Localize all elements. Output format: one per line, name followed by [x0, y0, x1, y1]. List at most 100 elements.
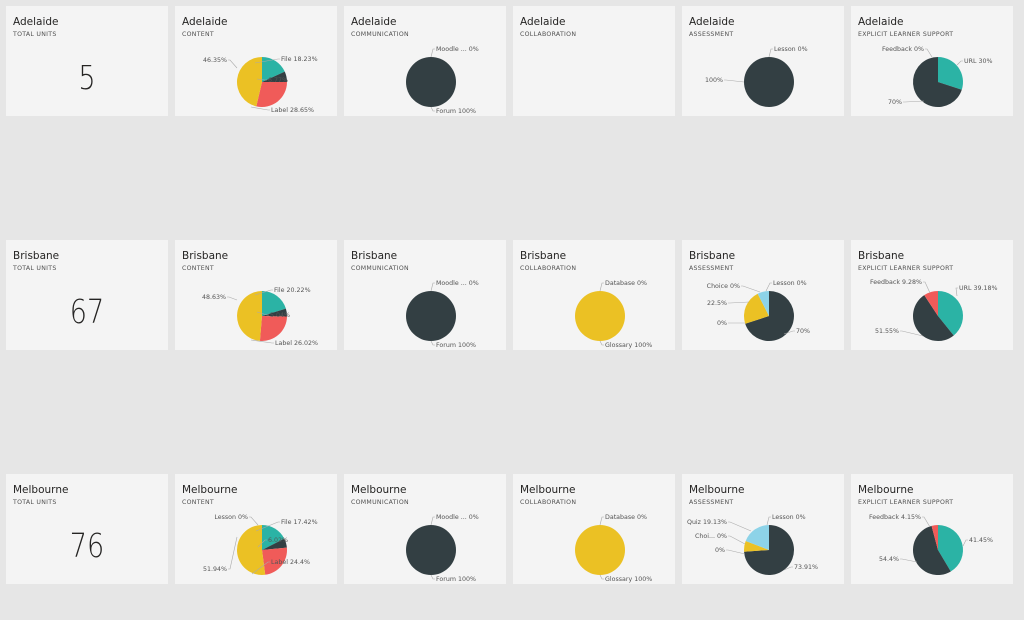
slice-data-label: 70%: [888, 99, 902, 106]
slice-data-label: Label 26.02%: [275, 340, 318, 347]
leader-line: [783, 566, 793, 571]
leader-line: [900, 330, 924, 337]
pie-slice[interactable]: [236, 525, 266, 575]
pie-slice[interactable]: [575, 291, 625, 341]
collaboration-chart-tile[interactable]: Brisbane COLLABORATION Database 0% Glossary…: [513, 240, 675, 350]
pie-slice[interactable]: [259, 316, 287, 341]
pie-slice[interactable]: [262, 308, 288, 317]
pie-slice[interactable]: [938, 525, 963, 572]
assessment-chart-tile[interactable]: Adelaide ASSESSMENT Lesson 0% 100%: [682, 6, 844, 116]
els-chart-tile[interactable]: Adelaide EXPLICIT LEARNER SUPPORT URL 30% 7…: [851, 6, 1013, 116]
pie-slice[interactable]: [744, 525, 795, 575]
pie-chart: Database 0% Glossary 100%: [575, 514, 652, 583]
leader-line: [724, 79, 745, 83]
pie-slice[interactable]: [743, 293, 769, 324]
pie-slice[interactable]: [262, 57, 285, 82]
assessment-chart-tile[interactable]: Brisbane ASSESSMENT Lesson 0% 70% 0% 22.5% Cho…: [682, 240, 844, 350]
slice-data-label: Feedback 0%: [882, 46, 924, 53]
slice-data-label: File 18.23%: [281, 56, 318, 63]
pie-slice[interactable]: [938, 57, 964, 90]
pie-slice[interactable]: [406, 525, 456, 575]
pie-slice[interactable]: [262, 71, 287, 82]
tile-title: Adelaide: [182, 16, 228, 28]
pie-slice[interactable]: [745, 291, 794, 341]
communication-chart-tile[interactable]: Adelaide COMMUNICATION Moodle ... 0% Forum …: [344, 6, 506, 116]
slice-data-label: Glossary 100%: [605, 576, 652, 583]
els-chart-tile[interactable]: Brisbane EXPLICIT LEARNER SUPPORT URL 39.1…: [851, 240, 1013, 350]
pie-slice[interactable]: [913, 57, 962, 108]
leader-line: [599, 516, 604, 526]
slice-data-label: 51.94%: [203, 566, 227, 573]
pie-slice[interactable]: [236, 56, 262, 107]
slice-data-label: File 17.42%: [281, 519, 318, 526]
els-chart-tile[interactable]: Melbourne EXPLICIT LEARNER SUPPORT 41.45% 5…: [851, 474, 1013, 584]
leader-line: [962, 539, 968, 547]
pie-slice[interactable]: [931, 525, 938, 550]
slice-data-label: Choice 0%: [707, 283, 740, 290]
pie-slice[interactable]: [744, 57, 794, 107]
pie-slice[interactable]: [757, 291, 769, 316]
collaboration-chart-tile[interactable]: Melbourne COLLABORATION Database 0% Glossar…: [513, 474, 675, 584]
tile-title: Melbourne: [182, 484, 238, 496]
tile-title: Adelaide: [13, 16, 59, 28]
leader-line: [955, 287, 958, 297]
communication-chart-tile[interactable]: Melbourne COMMUNICATION Moodle ... 0% Forum…: [344, 474, 506, 584]
leader-line: [599, 574, 604, 580]
leader-line: [726, 549, 746, 555]
pie-slice[interactable]: [912, 295, 954, 342]
leader-line: [251, 561, 270, 575]
slice-data-label: Lesson 0%: [773, 280, 807, 287]
pie-slice[interactable]: [256, 82, 287, 108]
tile-title: Adelaide: [858, 16, 904, 28]
communication-chart-tile[interactable]: Brisbane COMMUNICATION Moodle ... 0% Forum …: [344, 240, 506, 350]
leader-line: [430, 106, 435, 112]
pie-slice[interactable]: [924, 291, 938, 316]
leader-line: [256, 78, 267, 81]
leader-line: [250, 339, 274, 344]
slice-data-label: Lesson 0%: [214, 514, 248, 521]
slice-data-label: 0%: [717, 320, 727, 327]
assessment-chart-tile[interactable]: Melbourne ASSESSMENT Lesson 0% 73.91% 0% Choi…: [682, 474, 844, 584]
pie-slice[interactable]: [406, 57, 456, 107]
pie-slice[interactable]: [262, 538, 287, 550]
pie-slice[interactable]: [406, 291, 456, 341]
content-chart-tile[interactable]: Melbourne CONTENT File 17.42% 6.02% Label 24…: [175, 474, 337, 584]
leader-line: [256, 311, 269, 316]
leader-line: [430, 48, 435, 58]
collaboration-chart-tile[interactable]: Adelaide COLLABORATION: [513, 6, 675, 116]
total-units-card[interactable]: Melbourne TOTAL UNITS 76: [6, 474, 168, 584]
slice-data-label: URL 30%: [964, 58, 993, 65]
slice-data-label: 22.5%: [707, 300, 727, 307]
pie-slice[interactable]: [575, 525, 625, 575]
pie-slice[interactable]: [237, 291, 262, 341]
pie-slice[interactable]: [262, 525, 285, 550]
tile-subtitle: CONTENT: [182, 265, 215, 272]
tile-subtitle: COLLABORATION: [520, 265, 577, 272]
slice-data-label: Choi... 0%: [695, 533, 727, 540]
leader-line: [249, 516, 259, 526]
content-chart-tile[interactable]: Brisbane CONTENT File 20.22% 5.04% Label 26.…: [175, 240, 337, 350]
total-units-value: 5: [78, 58, 96, 97]
pie-slice[interactable]: [938, 291, 964, 336]
leader-line: [257, 539, 267, 548]
pie-slice[interactable]: [262, 291, 286, 316]
leader-line: [250, 106, 270, 111]
tile-subtitle: EXPLICIT LEARNER SUPPORT: [858, 265, 954, 272]
content-chart-tile[interactable]: Adelaide CONTENT File 18.23% 6.77% Label 28.…: [175, 6, 337, 116]
tile-subtitle: ASSESSMENT: [689, 265, 734, 272]
pie-slice[interactable]: [262, 547, 288, 575]
leader-line: [255, 521, 280, 532]
slice-data-label: Label 24.4%: [271, 559, 310, 566]
pie-chart: Lesson 0% 70% 0% 22.5% Choice 0%: [707, 280, 810, 341]
pie-chart: [513, 6, 675, 116]
pie-slice[interactable]: [745, 525, 769, 550]
leader-line: [430, 340, 435, 346]
pie-slice[interactable]: [912, 525, 951, 576]
total-units-card[interactable]: Brisbane TOTAL UNITS 67: [6, 240, 168, 350]
leader-line: [430, 574, 435, 580]
total-units-card[interactable]: Adelaide TOTAL UNITS 5: [6, 6, 168, 116]
pie-slice[interactable]: [744, 540, 769, 552]
slice-data-label: 51.55%: [875, 328, 899, 335]
slice-data-label: Database 0%: [605, 514, 647, 521]
